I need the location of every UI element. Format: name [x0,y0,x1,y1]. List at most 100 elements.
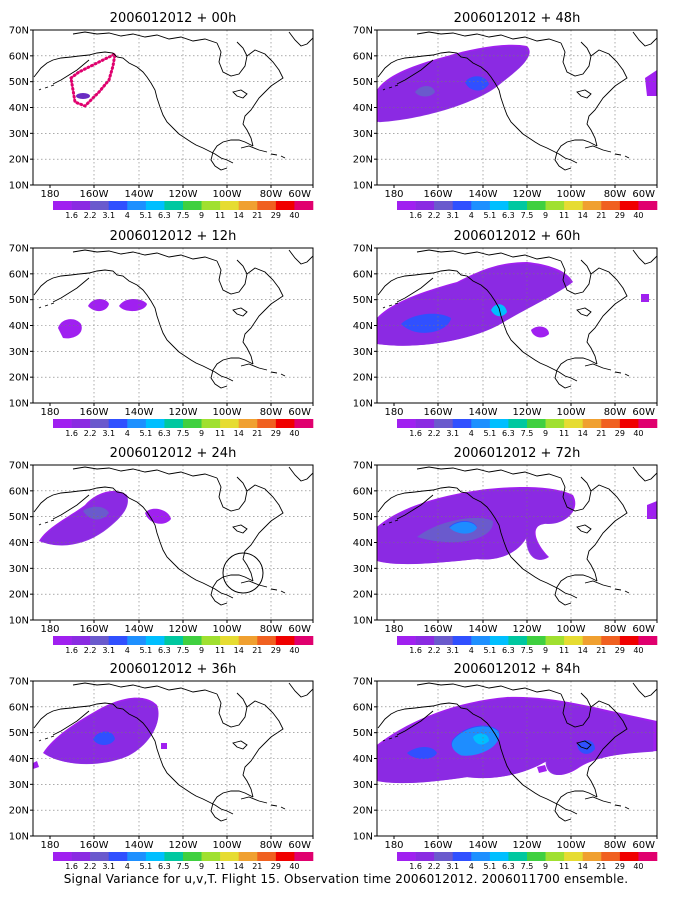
colorbar-swatch [90,201,110,210]
colorbar-label: 4 [125,429,130,438]
variance-contour [537,765,547,773]
lat-tick-label: 10N [353,399,373,410]
colorbar-label: 40 [289,646,299,655]
colorbar-swatch [257,852,277,861]
colorbar-label: 11 [215,862,225,871]
colorbar-label: 7.5 [177,646,190,655]
colorbar-label: 21 [596,862,606,871]
colorbar: 1.6 2.2 3.1 4 5.1 6.3 7.5 9 11 14 21 29 40 [397,419,658,438]
variance-contour [33,761,39,769]
colorbar-swatch [71,419,91,428]
lat-tick-label: 70N [9,244,29,255]
colorbar-label: 5.1 [139,211,152,220]
lon-tick-label: 160W [424,840,453,851]
colorbar-swatch [294,852,314,861]
lat-tick-label: 20N [353,155,373,166]
colorbar-label: 11 [215,429,225,438]
colorbar-swatch [415,201,435,210]
colorbar-label: 9 [199,211,204,220]
colorbar-label: 4 [469,646,474,655]
colorbar-label: 4 [469,429,474,438]
colorbar-swatch [183,201,202,210]
lon-tick-label: 180 [384,189,403,200]
variance-contour [473,733,489,745]
lon-tick-label: 120W [169,840,198,851]
lon-tick-label: 60W [288,189,311,200]
lat-tick-label: 40N [9,103,29,114]
lon-tick-label: 60W [288,407,311,418]
variance-contour [83,506,109,520]
lon-tick-label: 80W [260,624,283,635]
colorbar-swatch [545,201,565,210]
colorbar-swatch [164,419,184,428]
colorbar-label: 5.1 [139,429,152,438]
lat-tick-label: 70N [9,461,29,472]
colorbar-swatch [601,201,621,210]
colorbar-swatch [508,419,528,428]
variance-contour [69,51,117,108]
lat-tick-label: 30N [9,564,29,575]
lon-tick-label: 140W [469,840,498,851]
colorbar-swatch [127,636,147,645]
colorbar-label: 2.2 [84,429,97,438]
colorbar-label: 6.3 [502,646,515,655]
colorbar-swatch [275,636,295,645]
colorbar-swatch [145,636,165,645]
lat-tick-label: 10N [353,832,373,843]
lon-tick-label: 140W [469,407,498,418]
variance-contour [58,319,82,339]
colorbar-swatch [619,636,639,645]
lat-tick-label: 50N [353,728,373,739]
colorbar-label: 1.6 [65,862,78,871]
colorbar-label: 6.3 [502,211,515,220]
colorbar-swatch [201,636,221,645]
colorbar-label: 3.1 [102,862,115,871]
panel-title: 2006012012 + 24h [110,446,237,461]
colorbar-swatch [527,419,546,428]
colorbar-swatch [275,852,295,861]
colorbar-swatch [220,636,240,645]
lat-tick-label: 30N [353,129,373,140]
map-panel: 2006012012 + 00h 70N 60N 50N 40N 30N 20N 10N 180… [9,11,314,220]
panels-layer: 2006012012 + 00h 70N 60N 50N 40N 30N 20N 10N 180… [9,11,658,871]
colorbar-swatch [545,852,565,861]
lon-tick-label: 160W [424,624,453,635]
colorbar-swatch [257,636,277,645]
colorbar-swatch [257,201,277,210]
lon-tick-label: 140W [125,407,154,418]
lat-tick-label: 70N [353,461,373,472]
lat-tick-label: 20N [353,373,373,384]
colorbar-swatch [471,636,491,645]
lon-tick-label: 80W [604,189,627,200]
colorbar-swatch [452,636,472,645]
variance-contour [88,299,109,312]
lat-tick-label: 70N [353,677,373,688]
panel-title: 2006012012 + 00h [110,11,237,26]
lon-tick-label: 160W [424,189,453,200]
colorbar-swatch [397,852,416,861]
colorbar-swatch [108,419,128,428]
colorbar-label: 7.5 [177,429,190,438]
colorbar-swatch [183,852,202,861]
lat-tick-label: 50N [9,295,29,306]
colorbar-label: 4 [469,211,474,220]
colorbar-label: 21 [252,646,262,655]
colorbar-label: 1.6 [409,862,422,871]
colorbar-label: 5.1 [483,429,496,438]
colorbar-swatch [183,636,202,645]
lon-tick-label: 160W [80,407,109,418]
lon-tick-label: 120W [169,189,198,200]
colorbar-swatch [564,852,584,861]
lat-tick-label: 30N [9,129,29,140]
lat-tick-label: 60N [9,486,29,497]
colorbar-label: 21 [252,429,262,438]
colorbar-swatch [164,852,184,861]
lat-tick-label: 20N [9,590,29,601]
lon-tick-label: 60W [632,189,655,200]
colorbar-swatch [545,419,565,428]
variance-contour [531,326,549,338]
lat-tick-label: 20N [9,806,29,817]
lon-tick-label: 100W [213,624,242,635]
lat-tick-label: 20N [9,373,29,384]
